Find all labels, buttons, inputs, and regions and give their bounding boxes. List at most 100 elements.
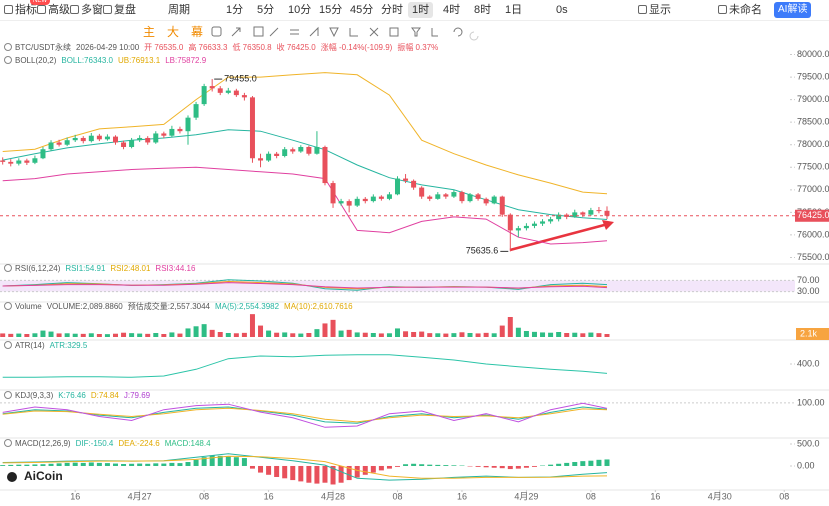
indicator-line (2, 72, 608, 195)
macd-bar (258, 465, 264, 473)
info-item: 开 76535.0 (144, 43, 184, 52)
legend-item: MACD:148.4 (164, 439, 211, 448)
legend-item: RSI2:48.01 (110, 264, 151, 273)
new-badge: NEW (30, 0, 50, 5)
period[interactable]: 15分 (319, 4, 343, 16)
macd-bar (298, 465, 304, 482)
candle-body (112, 136, 118, 143)
info-item: 高 76633.3 (188, 43, 228, 52)
candle-body (282, 149, 288, 156)
candle-body (88, 135, 94, 142)
toolbar-item[interactable]: 指标 (4, 2, 37, 18)
candle-body (411, 180, 417, 188)
volume-bar (249, 314, 255, 337)
volume-bar (145, 333, 151, 337)
macd-bar (507, 465, 513, 470)
low-label: 75635.6 (466, 246, 499, 256)
volume-bar (596, 333, 602, 337)
toolbar-item[interactable]: 复盘 (103, 2, 136, 18)
legend-item: ATR(14) (15, 341, 45, 350)
period[interactable]: 1时 (408, 2, 434, 18)
macd-bar (161, 463, 167, 466)
macd-bar (96, 462, 102, 466)
candle-body (233, 90, 239, 96)
volume-bar (169, 332, 175, 337)
period[interactable]: 10分 (288, 4, 312, 16)
period[interactable]: 1分 (226, 4, 244, 16)
macd-bar (153, 463, 159, 466)
toolbar-item[interactable]: 多窗 (70, 2, 103, 18)
candle-body (266, 153, 272, 161)
volume-bar (499, 325, 505, 337)
legend-item: BOLL(20,2) (15, 56, 57, 65)
candle-body (499, 196, 505, 215)
volume-bar (298, 333, 304, 337)
volume-bar (282, 332, 288, 337)
period[interactable]: 8时 (474, 4, 492, 16)
cycle[interactable]: 周期 (168, 4, 190, 16)
candle-body (427, 196, 433, 199)
ai-button[interactable]: AI解读 (774, 2, 812, 18)
y-tick-label: 70.00 (797, 275, 820, 285)
candle-body (507, 214, 513, 231)
last-price-tag (795, 209, 829, 222)
volume-bar (386, 333, 392, 337)
macd-bar (491, 465, 497, 468)
period[interactable]: 4时 (443, 4, 461, 16)
legend-item: MA(10):2,610.7616 (284, 302, 353, 311)
period[interactable]: 5分 (257, 4, 275, 16)
toolbar-item[interactable]: 高级 (37, 2, 70, 18)
volume-bar (515, 327, 521, 337)
candle-body (346, 201, 352, 206)
period[interactable]: 45分 (350, 4, 374, 16)
candle-body (322, 146, 328, 184)
macd-bar (362, 465, 368, 475)
legend-item: ATR:329.5 (49, 341, 88, 350)
macd-bar (523, 465, 529, 468)
x-tick-label: 16 (264, 491, 274, 501)
macd-bar (40, 464, 46, 466)
info-item: 振幅 0.37% (397, 43, 439, 52)
macd-bar (282, 465, 288, 479)
brand: AiCoin (24, 469, 63, 483)
candle-body (483, 198, 489, 204)
macd-bar (290, 465, 296, 481)
macd-bar (330, 465, 336, 485)
macd-bar (370, 465, 376, 473)
y-tick-label: 80000.0 (797, 49, 829, 59)
timer[interactable]: 0s (556, 4, 568, 16)
quick-tool[interactable]: 大 (167, 25, 180, 39)
volume-bar (185, 328, 191, 337)
macd-bar (32, 464, 38, 466)
candle-body (0, 160, 6, 162)
period[interactable]: 分时 (381, 4, 403, 16)
layout-name[interactable]: 未命名 (718, 2, 762, 18)
quick-tool[interactable]: 主 (143, 25, 156, 39)
x-tick-label: 4月30 (708, 491, 732, 501)
candle-body (137, 137, 143, 141)
volume-bar (193, 326, 199, 337)
candle-body (314, 146, 320, 154)
macd-bar (266, 465, 272, 475)
volume-bar (346, 329, 352, 337)
y-tick-label: 77500.0 (797, 162, 829, 172)
macd-bar (16, 464, 22, 466)
macd-bar (403, 464, 409, 466)
candle-body (185, 117, 191, 132)
quick-tool[interactable]: 幕 (191, 25, 204, 39)
volume-bar (48, 331, 54, 337)
volume-bar (233, 333, 239, 337)
volume-bar (177, 333, 183, 337)
macd-bar (531, 465, 537, 467)
macd-bar (427, 464, 433, 466)
volume-bar (354, 332, 360, 337)
display[interactable]: 显示 (638, 2, 671, 18)
volume-bar (112, 333, 118, 337)
candle-body (96, 135, 102, 140)
volume-bar (523, 331, 529, 337)
period[interactable]: 1日 (505, 4, 523, 16)
indicator-line (2, 406, 608, 424)
macd-bar (80, 462, 86, 466)
candle-body (395, 178, 400, 195)
volume-bar (403, 331, 409, 337)
